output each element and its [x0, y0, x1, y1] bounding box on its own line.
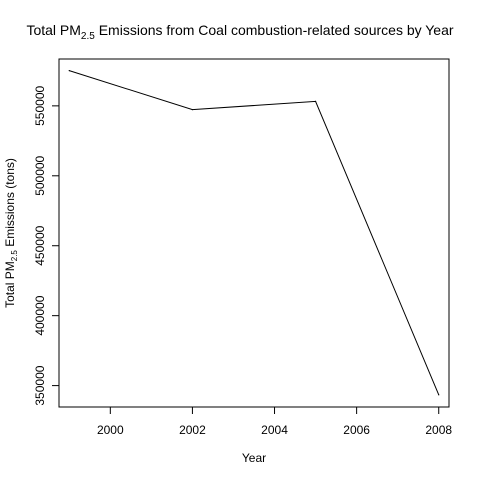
data-point-0-0 — [68, 70, 70, 72]
y-tick-label-2: 450000 — [33, 225, 47, 265]
data-point-0-3 — [438, 394, 440, 396]
series-line-0 — [69, 70, 440, 396]
y-axis-label: Total PM2.5 Emissions (tons) — [3, 158, 19, 308]
series-layer — [68, 70, 440, 396]
x-tick-label-1: 2002 — [179, 423, 206, 437]
y-axis-label-suffix: Emissions (tons) — [3, 158, 17, 250]
x-axis-label: Year — [242, 451, 266, 465]
plot-frame — [58, 58, 450, 408]
x-tick-label-2: 2004 — [261, 423, 288, 437]
y-tick-label-0: 350000 — [33, 365, 47, 405]
chart-title-suffix: Emissions from Coal combustion-related s… — [95, 22, 454, 38]
chart-title-subscript: 2.5 — [81, 31, 95, 42]
y-tick-label-3: 500000 — [33, 155, 47, 195]
x-tick-label-3: 2006 — [343, 423, 370, 437]
y-tick-label-4: 550000 — [33, 86, 47, 126]
x-tick-label-0: 2000 — [97, 423, 124, 437]
chart-title-prefix: Total PM — [26, 22, 80, 38]
chart-title: Total PM2.5 Emissions from Coal combusti… — [26, 22, 453, 42]
y-axis-label-subscript: 2.5 — [10, 250, 19, 262]
y-tick-label-1: 400000 — [33, 295, 47, 335]
data-point-0-1 — [191, 109, 194, 111]
x-tick-label-4: 2008 — [425, 423, 452, 437]
y-axis-label-prefix: Total PM — [3, 261, 17, 308]
data-point-0-2 — [314, 100, 317, 102]
x-axis: 2000 2002 2004 2006 2008 — [97, 407, 452, 437]
y-axis: 350000 400000 450000 500000 550000 — [33, 86, 59, 406]
